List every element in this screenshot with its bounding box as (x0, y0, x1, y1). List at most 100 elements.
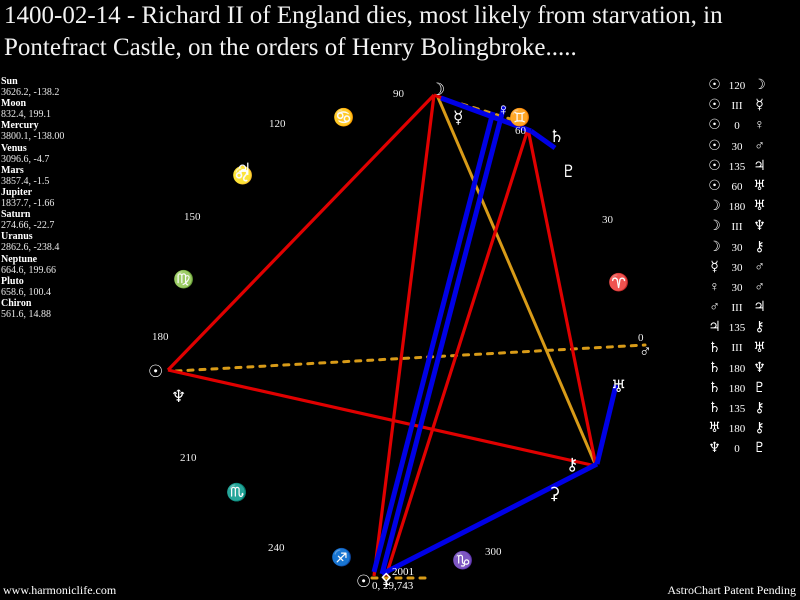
aspect-row[interactable]: ♂ III ♃ (708, 298, 796, 318)
pluto-icon: ♇ (561, 162, 577, 181)
aspect-list: ☉ 120 ☽ ☉ III ☿ ☉ 0 ♀ ☉ 30 ♂ ☉ 135 ♃ ☉ 60 ♅ ☽ 180 ♅ ☽ III ♆ ☽ 30 ⚷… (708, 76, 796, 460)
degree-label-150: 150 (184, 211, 201, 223)
aspect-angle: 180 (728, 423, 746, 436)
aspect-row[interactable]: ☿ 30 ♂ (708, 258, 796, 278)
aspect-angle: 30 (731, 261, 743, 274)
ephemeris-name-jupiter: Jupiter (1, 186, 33, 198)
aspect-angle: 120 (728, 80, 746, 92)
venus-icon: ♀ (497, 100, 510, 119)
ephemeris-name-pluto: Pluto (1, 275, 24, 287)
ephemeris-value-neptune: 664.6, 199.66 (1, 264, 56, 276)
aspect-row[interactable]: ♀ 30 ♂ (708, 278, 796, 298)
neptune-icon: ♆ (708, 441, 721, 457)
aspect-row[interactable]: ☉ III ☿ (708, 96, 796, 116)
red-aspects (166, 93, 598, 577)
mercury-icon: ☿ (710, 259, 719, 275)
aspect-angle: 180 (728, 201, 746, 214)
moon-icon: ☽ (753, 78, 766, 94)
aspect-angle: 0 (734, 443, 740, 456)
aspect-row[interactable]: ☉ 30 ♂ (708, 137, 796, 157)
aspect-row[interactable]: ☽ 30 ⚷ (708, 238, 796, 258)
ephemeris-panel: Sun 3626.2, -138.2 Moon 832.4, 199.1 Mercury… (1, 76, 113, 320)
degree-label-180: 180 (152, 331, 169, 343)
ephemeris-name-moon: Moon (1, 98, 26, 110)
footer-website[interactable]: www.harmoniclife.com (3, 583, 117, 597)
sagittarius-icon: ♐ (331, 548, 353, 567)
aspect-row[interactable]: ☉ 60 ♅ (708, 177, 796, 197)
aspect-angle: 135 (728, 322, 746, 335)
aspect-angle: 30 (731, 241, 743, 254)
ephemeris-name-chiron: Chiron (1, 297, 32, 309)
ephemeris-value-jupiter: 1837.7, -1.66 (1, 198, 55, 210)
ephemeris-name-venus: Venus (1, 142, 27, 154)
uranus-icon: ♅ (753, 199, 766, 215)
gemini-icon: ♊ (509, 108, 531, 127)
aspect-row[interactable]: ♄ 180 ♇ (708, 379, 796, 399)
aspect-row[interactable]: ☉ 135 ♃ (708, 157, 796, 177)
jupiter-icon: ♃ (753, 158, 766, 174)
sun-icon: ☉ (148, 362, 164, 381)
aspect-row[interactable]: ♅ 180 ⚷ (708, 419, 796, 439)
ceres-icon: ⚳ (548, 484, 561, 503)
aspect-angle: III (731, 221, 743, 234)
moon-icon: ☽ (708, 239, 721, 255)
aspect-row[interactable]: ♄ 135 ⚷ (708, 399, 796, 419)
degree-label-240: 240 (268, 542, 285, 554)
saturn-icon: ♄ (708, 340, 721, 356)
leo-icon: ♌ (232, 166, 254, 185)
scorpio-icon: ♏ (226, 483, 248, 502)
aspect-angle: 135 (728, 403, 746, 415)
page-title: 1400-02-14 - Richard II of England dies,… (4, 2, 729, 61)
ephemeris-name-mars: Mars (1, 164, 24, 176)
degree-label-120: 120 (269, 118, 286, 130)
aspect-row[interactable]: ☉ 120 ☽ (708, 76, 796, 96)
aspect-angle: III (731, 100, 743, 113)
aspect-row[interactable]: ♆ 0 ♇ (708, 439, 796, 459)
neptune-icon: ♆ (753, 360, 766, 376)
degree-label-210: 210 (180, 452, 197, 464)
aspect-row[interactable]: ☽ 180 ♅ (708, 197, 796, 217)
jupiter-icon: ♃ (753, 300, 766, 316)
ephemeris-value-moon: 832.4, 199.1 (1, 109, 51, 121)
mercury-icon: ☿ (453, 108, 464, 127)
degree-label-30: 30 (602, 214, 613, 226)
ephemeris-value-venus: 3096.6, -4.7 (1, 153, 50, 165)
virgo-icon: ♍ (173, 270, 195, 289)
ephemeris-name-saturn: Saturn (1, 209, 31, 221)
mars-icon: ♂ (754, 138, 765, 154)
pluto-icon: ♇ (753, 380, 766, 396)
saturn-icon: ♄ (708, 360, 721, 376)
uranus-icon: ♅ (708, 421, 721, 437)
saturn-icon: ♄ (708, 380, 721, 396)
aspect-row[interactable]: ♄ III ♅ (708, 338, 796, 358)
venus-icon: ♀ (754, 118, 765, 134)
orange-solid-aspect (435, 94, 598, 467)
mercury-icon: ☿ (755, 98, 764, 114)
degree-label-90: 90 (393, 88, 404, 100)
footer-patent-notice: AstroChart Patent Pending (667, 583, 796, 597)
aspect-row[interactable]: ♄ 180 ♆ (708, 359, 796, 379)
ephemeris-value-mercury: 3800.1, -138.00 (1, 131, 65, 143)
cancer-icon: ♋ (333, 108, 355, 127)
pallas-icon: ⚴ (380, 570, 393, 589)
aspect-angle: 30 (731, 281, 743, 294)
ephemeris-name-uranus: Uranus (1, 231, 33, 243)
ephemeris-value-sun: 3626.2, -138.2 (1, 87, 60, 99)
aspect-row[interactable]: ☽ III ♆ (708, 217, 796, 237)
uranus-icon: ♅ (753, 340, 766, 356)
aspect-angle: 180 (728, 362, 746, 375)
sun2-icon: ☉ (356, 572, 372, 591)
aspect-row[interactable]: ☉ 0 ♀ (708, 116, 796, 136)
ephemeris-value-pluto: 658.6, 100.4 (1, 286, 51, 298)
ephemeris-value-uranus: 2862.6, -238.4 (1, 242, 60, 254)
bottom-readout-line1: 2001 (392, 566, 414, 578)
uranus-icon: ♅ (753, 179, 766, 195)
aspect-row[interactable]: ♃ 135 ⚷ (708, 318, 796, 338)
venus-icon: ♀ (709, 279, 720, 295)
aspect-angle: 135 (728, 160, 746, 173)
moon-icon: ☽ (708, 199, 721, 215)
bottom-readout-line2: 0, 29,743 (372, 580, 414, 592)
jupiter-icon: ♃ (708, 320, 721, 336)
neptune-icon: ♆ (753, 219, 766, 235)
